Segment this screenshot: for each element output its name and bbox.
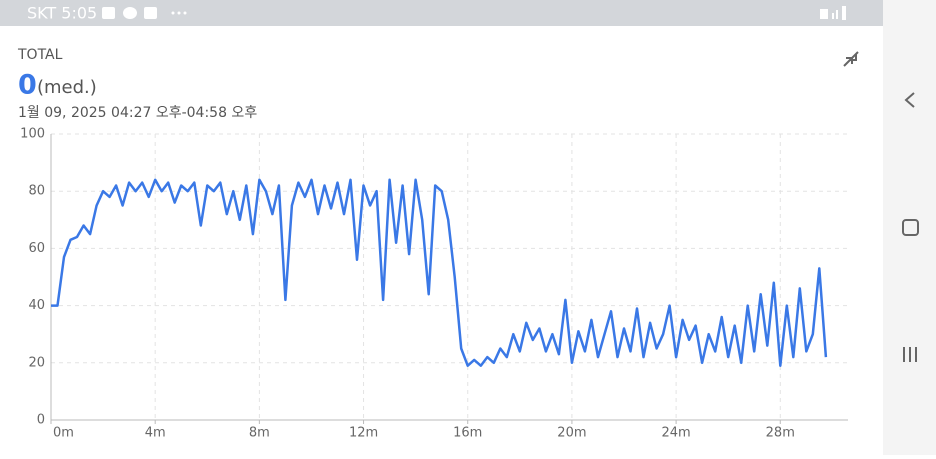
status-text: SKT 5:05	[27, 4, 97, 23]
y-tick-label: 100	[20, 127, 45, 142]
y-tick-label: 20	[28, 355, 45, 370]
x-tick-label: 16m	[453, 426, 482, 441]
x-tick-label: 20m	[557, 426, 586, 441]
y-tick-label: 80	[28, 184, 45, 199]
metric-label: TOTAL	[17, 47, 63, 63]
y-tick-label: 60	[28, 241, 45, 256]
x-tick-label: 4m	[145, 426, 166, 441]
recents-button[interactable]	[903, 347, 917, 362]
chart: 0 20 40 60 80 100 0m 4m 8m 12m 16m 20m 24m 28m	[20, 127, 848, 441]
x-tick-label: 24m	[661, 426, 690, 441]
status-icons	[102, 6, 846, 20]
back-button[interactable]	[904, 92, 915, 108]
y-tick-label: 0	[37, 413, 45, 428]
x-tick-label: 12m	[349, 426, 378, 441]
x-tick-label: 0m	[53, 426, 74, 441]
time-range: 1월 09, 2025 04:27 오후-04:58 오후	[18, 105, 257, 121]
data-line	[51, 178, 828, 367]
x-tick-label: 8m	[249, 426, 270, 441]
x-tick-label: 28m	[766, 426, 795, 441]
home-button[interactable]	[902, 219, 919, 236]
nav-bar	[883, 0, 936, 455]
y-tick-label: 40	[28, 298, 45, 313]
metric-value: 0	[18, 70, 37, 101]
metric-unit: (med.)	[37, 77, 97, 98]
collapse-button[interactable]	[843, 51, 859, 67]
